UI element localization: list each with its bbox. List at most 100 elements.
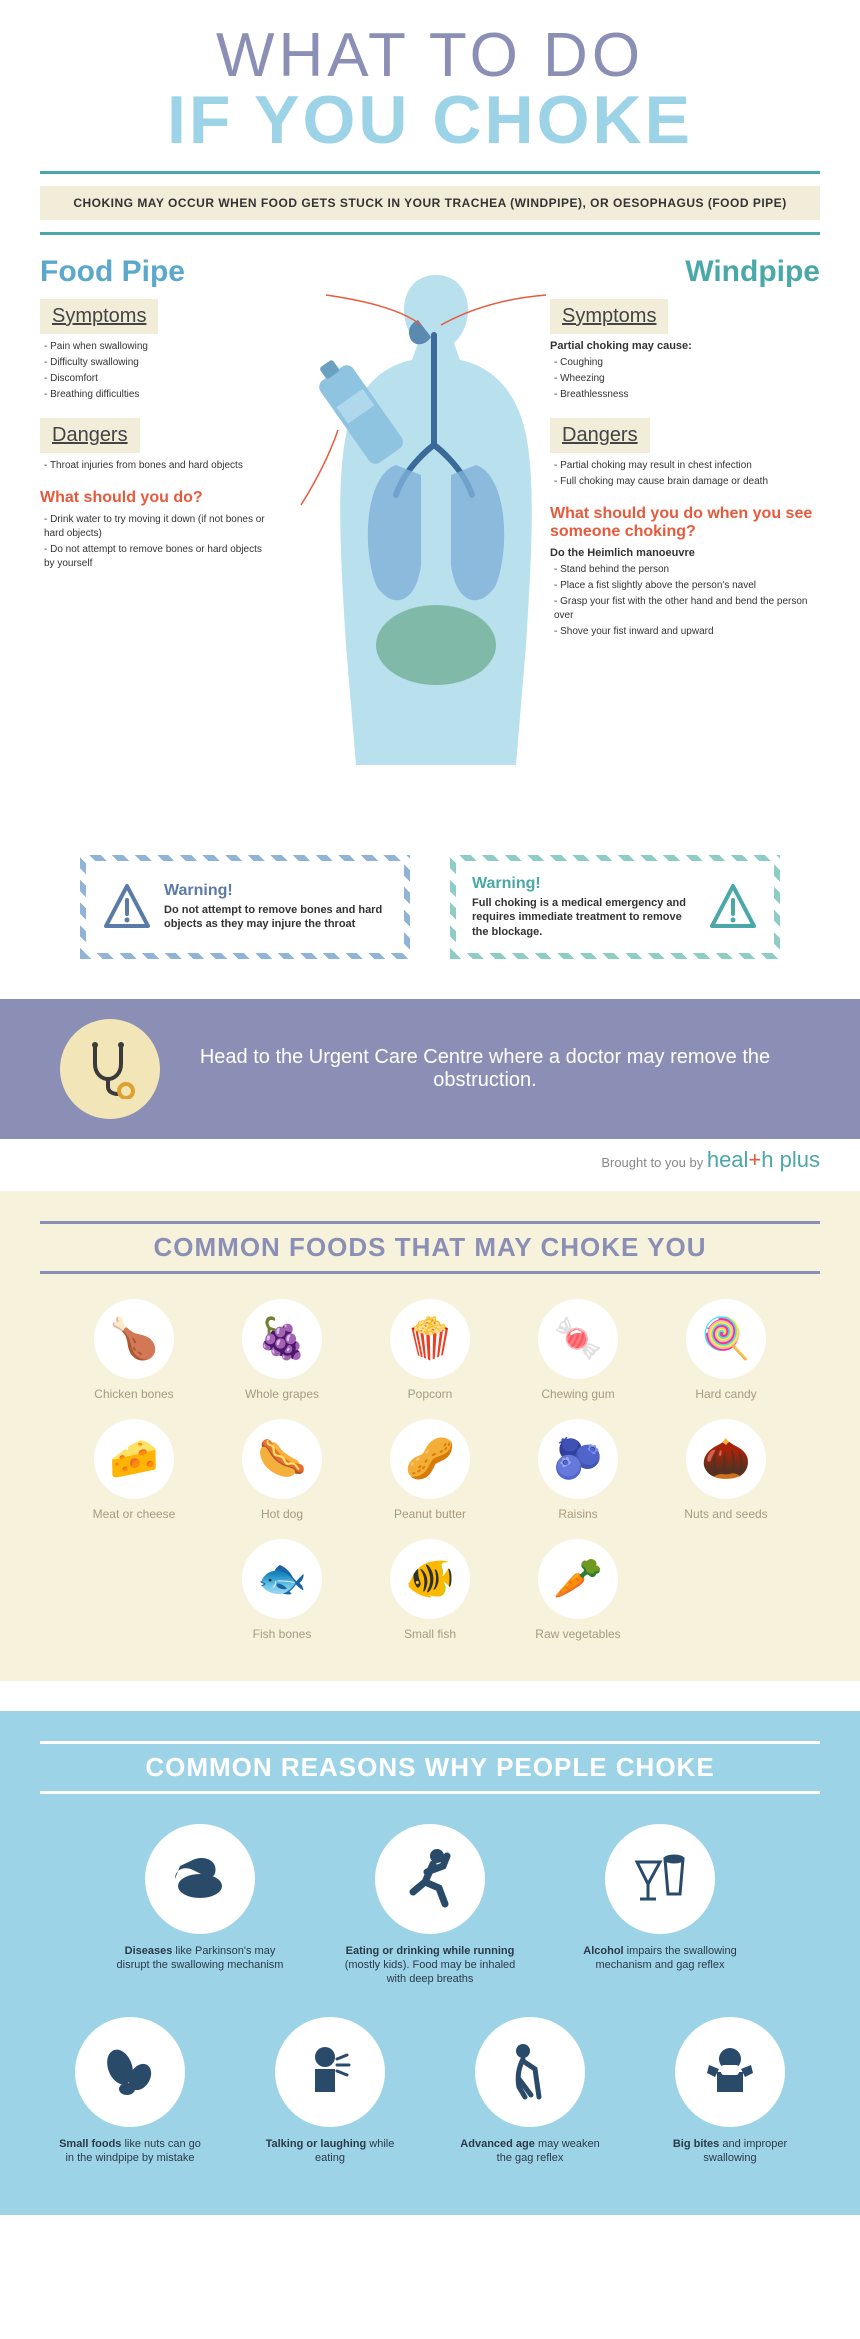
block-title: Symptoms <box>550 299 668 334</box>
brand-logo: heal+h plus <box>707 1147 820 1172</box>
food-label: Whole grapes <box>222 1387 342 1401</box>
block-list: Throat injuries from bones and hard obje… <box>40 459 270 473</box>
reason-label: Big bites and improper swallowing <box>655 2137 805 2166</box>
food-item: 🍭Hard candy <box>666 1299 786 1401</box>
food-label: Popcorn <box>370 1387 490 1401</box>
anatomy-figure <box>286 265 586 790</box>
block-list: Stand behind the person Place a fist slig… <box>550 563 820 639</box>
reason-icon <box>275 2017 385 2127</box>
intro-text: CHOKING MAY OCCUR WHEN FOOD GETS STUCK I… <box>40 186 820 220</box>
reason-label: Eating or drinking while running (mostly… <box>340 1944 520 1987</box>
block-title: Dangers <box>550 418 650 453</box>
food-label: Fish bones <box>222 1627 342 1641</box>
reason-item: Small foods like nuts can go in the wind… <box>55 2017 205 2166</box>
food-item: 🐠 Small fish <box>370 1539 490 1641</box>
food-icon: 🌰 <box>686 1419 766 1499</box>
reason-icon <box>605 1824 715 1934</box>
food-label: Hot dog <box>222 1507 342 1521</box>
anatomy-diagram-section: Food Pipe Symptoms Pain when swallowing D… <box>40 255 820 835</box>
reason-label: Alcohol impairs the swallowing mechanism… <box>570 1944 750 1973</box>
food-pipe-dangers: Dangers Throat injuries from bones and h… <box>40 418 270 473</box>
list-item: Partial choking may result in chest infe… <box>554 459 820 473</box>
food-label: Peanut butter <box>370 1507 490 1521</box>
warning-text: Do not attempt to remove bones and hard … <box>164 903 388 932</box>
action-title: What should you do? <box>40 489 270 507</box>
reason-item: Alcohol impairs the swallowing mechanism… <box>570 1824 750 1987</box>
title-line-2: IF YOU CHOKE <box>40 81 820 159</box>
food-label: Raw vegetables <box>518 1627 638 1641</box>
block-title: Symptoms <box>40 299 158 334</box>
food-item: 🌰 Nuts and seeds <box>666 1419 786 1521</box>
list-item: Place a fist slightly above the person's… <box>554 579 820 593</box>
block-list: Drink water to try moving it down (if no… <box>40 513 270 571</box>
reason-item: Eating or drinking while running (mostly… <box>340 1824 520 1987</box>
list-item: Pain when swallowing <box>44 340 270 354</box>
food-item: 🍿Popcorn <box>370 1299 490 1401</box>
common-reasons-section: COMMON REASONS WHY PEOPLE CHOKE Diseases… <box>0 1711 860 2215</box>
list-item: Coughing <box>554 356 820 370</box>
food-icon: 🌭 <box>242 1419 322 1499</box>
food-icon: 🍗 <box>94 1299 174 1379</box>
block-list: CoughingWheezingBreathlessness <box>550 356 820 402</box>
food-item: 🐟 Fish bones <box>222 1539 342 1641</box>
block-title: Dangers <box>40 418 140 453</box>
list-item: Discomfort <box>44 372 270 386</box>
list-item: Difficulty swallowing <box>44 356 270 370</box>
food-label: Small fish <box>370 1627 490 1641</box>
list-item: Drink water to try moving it down (if no… <box>44 513 270 541</box>
reason-item: Talking or laughing while eating <box>255 2017 405 2166</box>
food-grid: 🍗Chicken bones🍇Whole grapes🍿Popcorn🍬Chew… <box>40 1299 820 1641</box>
section-title: COMMON FOODS THAT MAY CHOKE YOU <box>40 1221 820 1274</box>
attribution-prefix: Brought to you by <box>601 1155 707 1170</box>
food-label: Chewing gum <box>518 1387 638 1401</box>
food-item: 🥕Raw vegetables <box>518 1539 638 1641</box>
windpipe-action: What should you do when you see someone … <box>550 505 820 639</box>
list-item: Throat injuries from bones and hard obje… <box>44 459 270 473</box>
food-icon: 🐠 <box>390 1539 470 1619</box>
windpipe-column: Windpipe Symptoms Partial choking may ca… <box>550 255 820 655</box>
food-item: 🍗Chicken bones <box>74 1299 194 1401</box>
block-subtitle: Do the Heimlich manoeuvre <box>550 547 820 559</box>
warning-title: Warning! <box>164 882 388 900</box>
stethoscope-icon <box>60 1019 160 1119</box>
warning-windpipe: Warning! Full choking is a medical emerg… <box>450 855 780 959</box>
food-item: 🌭 Hot dog <box>222 1419 342 1521</box>
reason-icon <box>75 2017 185 2127</box>
reason-icon <box>375 1824 485 1934</box>
food-label: Hard candy <box>666 1387 786 1401</box>
food-label: Raisins <box>518 1507 638 1521</box>
food-icon: 🥜 <box>390 1419 470 1499</box>
food-label: Nuts and seeds <box>666 1507 786 1521</box>
reason-label: Advanced age may weaken the gag reflex <box>455 2137 605 2166</box>
food-pipe-column: Food Pipe Symptoms Pain when swallowing D… <box>40 255 270 587</box>
food-item: 🥜 Peanut butter <box>370 1419 490 1521</box>
block-list: Pain when swallowing Difficulty swallowin… <box>40 340 270 402</box>
food-item: 🍬Chewing gum <box>518 1299 638 1401</box>
attribution: Brought to you by heal+h plus <box>0 1139 860 1181</box>
list-item: Shove your fist inward and upward <box>554 625 820 639</box>
reason-label: Talking or laughing while eating <box>255 2137 405 2166</box>
action-title: What should you do when you see someone … <box>550 505 820 541</box>
reason-icon <box>145 1824 255 1934</box>
food-pipe-heading: Food Pipe <box>40 255 270 289</box>
block-subtitle: Partial choking may cause: <box>550 340 820 352</box>
list-item: Stand behind the person <box>554 563 820 577</box>
list-item: Wheezing <box>554 372 820 386</box>
list-item: Breathing difficulties <box>44 388 270 402</box>
reason-label: Diseases like Parkinson's may disrupt th… <box>110 1944 290 1973</box>
food-item: 🧀Meat or cheese <box>74 1419 194 1521</box>
food-pipe-symptoms: Symptoms Pain when swallowing Difficulty … <box>40 299 270 402</box>
food-icon: 🫐 <box>538 1419 618 1499</box>
divider <box>40 232 820 235</box>
food-item: 🫐 Raisins <box>518 1419 638 1521</box>
reason-item: Advanced age may weaken the gag reflex <box>455 2017 605 2166</box>
food-icon: 🐟 <box>242 1539 322 1619</box>
reason-label: Small foods like nuts can go in the wind… <box>55 2137 205 2166</box>
reason-icon <box>475 2017 585 2127</box>
common-foods-section: COMMON FOODS THAT MAY CHOKE YOU 🍗Chicken… <box>0 1191 860 1681</box>
food-label: Meat or cheese <box>74 1507 194 1521</box>
divider <box>40 171 820 174</box>
warning-icon <box>708 882 758 932</box>
page-title: WHAT TO DO IF YOU CHOKE <box>40 20 820 159</box>
block-list: Partial choking may result in chest infe… <box>550 459 820 489</box>
